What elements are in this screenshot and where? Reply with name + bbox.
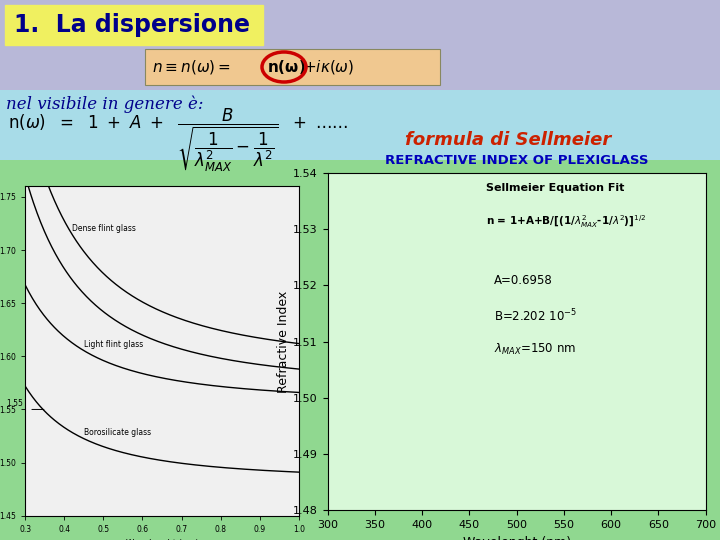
Text: $+ i\kappa(\omega)$: $+ i\kappa(\omega)$ xyxy=(303,58,354,76)
Text: nel visibile in genere è:: nel visibile in genere è: xyxy=(6,95,204,113)
Text: Light flint glass: Light flint glass xyxy=(84,340,143,349)
X-axis label: Wavelenght (μm): Wavelenght (μm) xyxy=(125,539,199,540)
FancyBboxPatch shape xyxy=(0,160,720,540)
Text: n = 1+A+B/[(1/$\lambda^2_{MAX}$-1/$\lambda^2$)]$^{1/2}$: n = 1+A+B/[(1/$\lambda^2_{MAX}$-1/$\lamb… xyxy=(487,213,647,230)
Text: $\mathbf{n(\omega)}$: $\mathbf{n(\omega)}$ xyxy=(267,58,306,76)
Text: 1.55: 1.55 xyxy=(6,400,23,408)
Title: REFRACTIVE INDEX OF PLEXIGLASS: REFRACTIVE INDEX OF PLEXIGLASS xyxy=(385,154,648,167)
Text: $n \equiv n(\omega) =$: $n \equiv n(\omega) =$ xyxy=(152,58,231,76)
X-axis label: Wavelenght (nm): Wavelenght (nm) xyxy=(462,536,571,540)
Text: 1.  La dispersione: 1. La dispersione xyxy=(14,13,250,37)
Text: Dense flint glass: Dense flint glass xyxy=(72,224,136,233)
Text: formula di Sellmeier: formula di Sellmeier xyxy=(405,131,611,149)
Text: $\mathrm{n}(\omega)\ \ =\ \ 1\ +\ A\ +$$\ \ \dfrac{B}{\sqrt{\dfrac{1}{\lambda^2_: $\mathrm{n}(\omega)\ \ =\ \ 1\ +\ A\ +$$… xyxy=(8,106,348,174)
Text: $\lambda_{MAX}$=150 nm: $\lambda_{MAX}$=150 nm xyxy=(494,341,576,356)
Text: Sellmeier Equation Fit: Sellmeier Equation Fit xyxy=(487,183,625,193)
FancyBboxPatch shape xyxy=(145,49,440,85)
Y-axis label: Refractive Index: Refractive Index xyxy=(277,291,290,393)
Text: Borosilicate glass: Borosilicate glass xyxy=(84,428,151,437)
FancyBboxPatch shape xyxy=(0,90,720,160)
Text: B=2.202 10$^{-5}$: B=2.202 10$^{-5}$ xyxy=(494,308,577,325)
Text: A=0.6958: A=0.6958 xyxy=(494,274,553,287)
FancyBboxPatch shape xyxy=(5,5,263,45)
